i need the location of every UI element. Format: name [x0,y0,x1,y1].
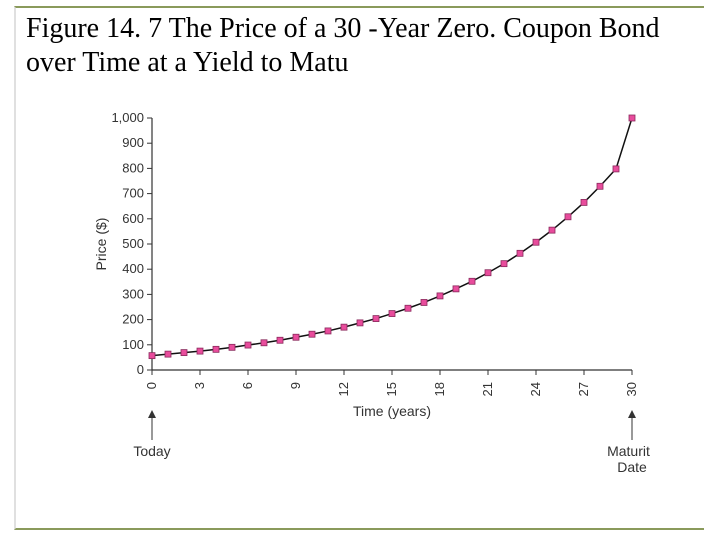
data-marker [565,214,571,220]
data-marker [245,342,251,348]
data-marker [389,311,395,317]
figure-title: Figure 14. 7 The Price of a 30 -Year Zer… [26,12,700,79]
xtick-label: 18 [432,382,447,396]
data-marker [453,286,459,292]
ytick-label: 200 [122,312,144,327]
data-marker [229,344,235,350]
ytick-label: 700 [122,186,144,201]
data-marker [165,351,171,357]
data-marker [421,299,427,305]
data-marker [501,261,507,267]
today-label: Today [133,443,170,459]
data-marker [325,328,331,334]
xtick-label: 6 [240,382,255,389]
data-marker [485,270,491,276]
data-marker [549,227,555,233]
ytick-label: 0 [137,362,144,377]
y-axis-label: Price ($) [93,218,109,271]
ytick-label: 800 [122,160,144,175]
price-chart: 0 100 200 300 400 500 600 700 800 900 1,000 0 3 6 9 12 1… [90,110,650,480]
data-marker [597,183,603,189]
xtick-label: 24 [528,382,543,396]
data-marker [213,346,219,352]
data-marker [469,278,475,284]
ytick-label: 600 [122,211,144,226]
data-marker [357,320,363,326]
data-marker [341,324,347,330]
data-marker [277,337,283,343]
ytick-label: 900 [122,135,144,150]
x-axis-label: Time (years) [353,403,431,419]
data-marker [405,305,411,311]
data-marker [181,350,187,356]
data-marker [613,166,619,172]
xtick-label: 15 [384,382,399,396]
ytick-label: 100 [122,337,144,352]
xtick-label: 0 [144,382,159,389]
data-marker [517,250,523,256]
xtick-label: 21 [480,382,495,396]
ytick-label: 400 [122,261,144,276]
data-marker [437,293,443,299]
xtick-label: 27 [576,382,591,396]
data-marker [261,340,267,346]
data-marker [309,331,315,337]
xtick-label: 30 [624,382,639,396]
xtick-label: 3 [192,382,207,389]
maturity-label-2: Date [617,459,647,475]
ytick-label: 1,000 [111,110,144,125]
data-marker [533,239,539,245]
ytick-label: 300 [122,286,144,301]
maturity-label-1: Maturity [607,443,650,459]
data-marker [581,199,587,205]
data-marker [373,316,379,322]
data-marker [629,115,635,121]
data-marker [149,353,155,359]
xtick-label: 12 [336,382,351,396]
data-marker [197,348,203,354]
xtick-label: 9 [288,382,303,389]
data-marker [293,334,299,340]
chart-container: 0 100 200 300 400 500 600 700 800 900 1,000 0 3 6 9 12 1… [90,110,650,480]
ytick-label: 500 [122,236,144,251]
